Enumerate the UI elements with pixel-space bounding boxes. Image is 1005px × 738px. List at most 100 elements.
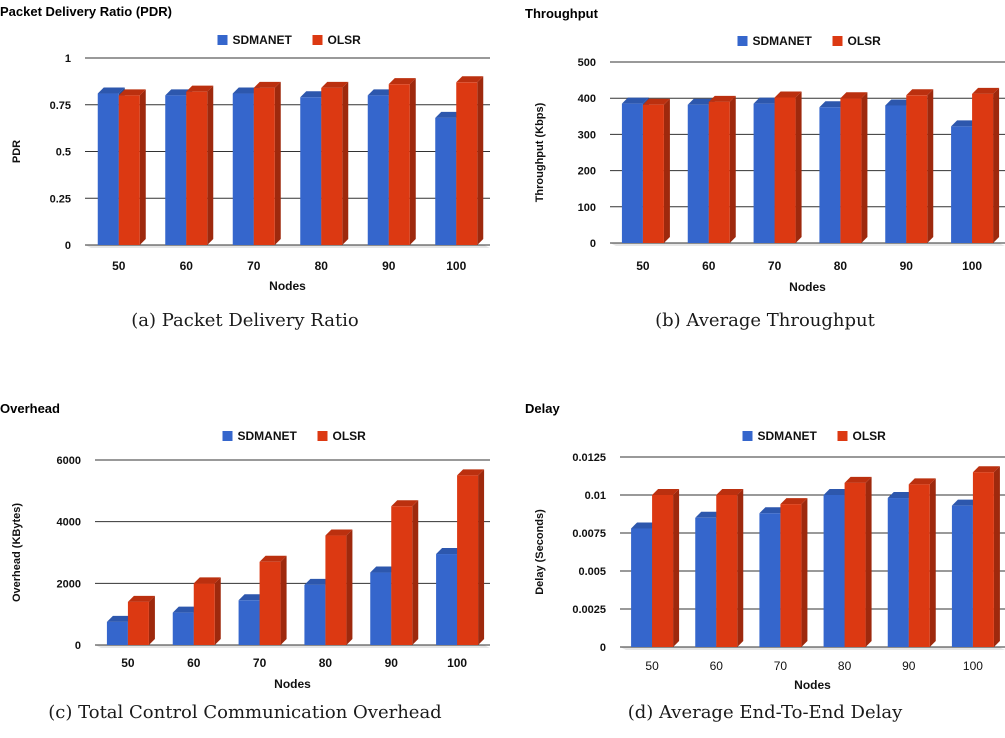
bar-olsr-90 <box>391 500 419 645</box>
bar-olsr-80 <box>840 92 868 243</box>
bar-side <box>412 500 419 645</box>
y-tick-label: 0 <box>600 642 606 654</box>
bar-front <box>172 612 194 645</box>
bar-top <box>193 577 221 584</box>
bar-top <box>457 469 485 476</box>
bar-front <box>951 505 973 647</box>
bar-front <box>435 117 457 245</box>
chart-svg-pdr: 0 0.25 0.5 0.75 1 Packet Delivery Ratio (PDR)… <box>0 4 490 293</box>
bar-olsr-50 <box>118 89 146 246</box>
caption-throughput: (b) Average Throughput <box>655 310 875 331</box>
bar-side <box>737 489 744 647</box>
x-tick-label: 90 <box>385 656 399 670</box>
chart-floor <box>620 647 1005 650</box>
x-tick-label: 50 <box>112 259 126 273</box>
bar-front <box>325 535 347 645</box>
legend-label-sdmanet: SDMANET <box>238 429 298 443</box>
x-tick-label: 70 <box>768 259 782 273</box>
chart-floor <box>85 245 490 248</box>
y-tick-label: 400 <box>578 93 596 105</box>
bar-top <box>391 500 419 507</box>
bar-top <box>887 492 915 499</box>
bar-top <box>253 81 281 88</box>
legend-label-olsr: OLSR <box>328 33 362 47</box>
bar-side <box>795 91 802 243</box>
chart-title: Delay <box>525 401 560 416</box>
x-tick-label: 80 <box>315 259 329 273</box>
legend-swatch-sdmanet <box>737 36 748 46</box>
bar-top <box>885 99 913 106</box>
bar-front <box>819 107 841 243</box>
y-tick-label: 0.0025 <box>572 604 606 616</box>
x-tick-label: 100 <box>447 656 467 670</box>
x-axis-label: Nodes <box>789 280 826 294</box>
bar-front <box>391 506 413 645</box>
bar-top <box>906 89 934 96</box>
bar-top <box>972 466 1000 473</box>
bar-front <box>823 495 845 647</box>
y-tick-label: 0.0075 <box>572 528 606 540</box>
y-tick-label: 200 <box>578 166 596 178</box>
y-axis-label: Delay (Seconds) <box>534 509 546 595</box>
bar-olsr-100 <box>456 76 484 245</box>
bar-olsr-50 <box>652 489 680 647</box>
chart-svg-delay: 0 0.0025 0.005 0.0075 0.01 0.0125 Delay SDMANET… <box>525 401 1005 692</box>
y-axis-label: Throughput (Kbps) <box>534 102 546 202</box>
bar-front <box>388 84 410 246</box>
y-tick-label: 0.0125 <box>572 452 606 464</box>
legend-label-olsr: OLSR <box>333 429 367 443</box>
bar-olsr-70 <box>259 555 287 645</box>
x-tick-label: 90 <box>382 259 396 273</box>
bar-front <box>457 475 479 645</box>
bar-side <box>478 469 485 645</box>
bar-front <box>238 600 260 645</box>
bar-top <box>753 97 781 104</box>
bar-top <box>972 87 1000 94</box>
x-tick-label: 80 <box>834 259 848 273</box>
bar-top <box>774 91 802 98</box>
bar-front <box>118 95 140 246</box>
caption-delay: (d) Average End-To-End Delay <box>627 702 903 723</box>
bar-front <box>300 97 322 246</box>
x-tick-label: 70 <box>247 259 261 273</box>
bar-side <box>993 466 1000 647</box>
bar-top <box>388 78 416 85</box>
bar-top <box>304 578 332 585</box>
y-tick-label: 0 <box>75 640 81 652</box>
legend-label-olsr: OLSR <box>848 34 882 48</box>
x-axis-label: Nodes <box>274 677 311 691</box>
y-tick-label: 500 <box>578 57 596 69</box>
x-tick-label: 80 <box>838 659 852 673</box>
bar-front <box>456 82 478 245</box>
y-tick-label: 0 <box>65 240 71 252</box>
bar-front <box>708 101 730 243</box>
bar-olsr-60 <box>716 489 744 647</box>
bar-top <box>631 522 659 529</box>
bar-side <box>801 498 808 647</box>
bar-top <box>780 498 808 505</box>
bar-front <box>631 528 653 647</box>
bar-side <box>409 78 416 246</box>
x-tick-label: 90 <box>902 659 916 673</box>
y-tick-label: 1 <box>65 53 71 65</box>
bar-front <box>652 495 674 647</box>
bar-front <box>165 95 187 246</box>
bar-top <box>238 594 266 601</box>
bar-front <box>687 104 709 243</box>
bar-front <box>621 103 643 243</box>
bar-front <box>106 621 128 645</box>
bar-side <box>673 489 680 647</box>
y-tick-label: 100 <box>578 202 596 214</box>
bar-olsr-100 <box>972 466 1000 647</box>
x-tick-label: 90 <box>900 259 914 273</box>
chart-title: Overhead <box>0 401 60 416</box>
bar-top <box>127 595 155 602</box>
y-axis-label: Overhead (KBytes) <box>11 503 23 602</box>
bar-top <box>186 85 214 92</box>
bar-top <box>165 89 193 96</box>
bar-top <box>759 507 787 514</box>
bar-front <box>753 103 775 243</box>
bar-front <box>304 584 326 645</box>
chart-title: Packet Delivery Ratio (PDR) <box>0 4 172 19</box>
bar-side <box>927 89 934 243</box>
